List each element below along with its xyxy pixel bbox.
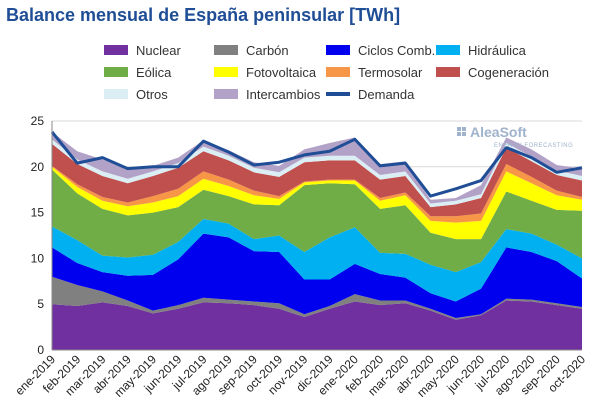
legend-swatch (326, 67, 350, 77)
legend-swatch (104, 67, 128, 77)
chart-title: Balance mensual de España peninsular [TW… (6, 5, 401, 25)
area-hidraulica (52, 219, 582, 302)
area-series (52, 131, 582, 350)
legend-label: Carbón (246, 42, 289, 58)
y-tick-label: 15 (31, 206, 45, 220)
legend-item-cogeneracion: Cogeneración (436, 64, 549, 80)
y-tick-label: 0 (37, 343, 44, 357)
legend-label: Ciclos Comb. (358, 42, 436, 58)
legend-label: Demanda (358, 86, 415, 102)
axes (51, 121, 582, 351)
legend-label: Hidráulica (468, 42, 526, 58)
legend-swatch (436, 67, 460, 77)
area-fotovoltaica (52, 166, 582, 240)
x-tick-labels: ene-2019feb-2019mar-2019abr-2019may-2019… (12, 352, 588, 400)
legend-label: Nuclear (136, 42, 181, 58)
legend-swatch (326, 92, 350, 96)
area-cogeneracion (52, 143, 582, 217)
legend-swatch (104, 45, 128, 55)
legend-item-fotovoltaica: Fotovoltaica (214, 64, 316, 80)
legend-swatch (214, 89, 238, 99)
legend-swatch (326, 45, 350, 55)
legend-label: Otros (136, 86, 168, 102)
legend-item-eolica: Eólica (104, 64, 171, 80)
legend-item-hidraulica: Hidráulica (436, 42, 526, 58)
legend-item-carbon: Carbón (214, 42, 289, 58)
area-ciclos-comb (52, 233, 582, 318)
area-carbon (52, 276, 582, 320)
aleasoft-logo-icon (457, 127, 466, 136)
legend-label: Termosolar (358, 64, 423, 80)
legend-label: Cogeneración (468, 64, 549, 80)
legend-item-otros: Otros (104, 86, 168, 102)
demanda-series-line (50, 131, 583, 198)
y-tick-label: 25 (31, 114, 45, 128)
legend-label: Intercambios (246, 86, 321, 102)
legend-swatch (436, 45, 460, 55)
legend-item-termosolar: Termosolar (326, 64, 422, 80)
demand-line (50, 131, 583, 198)
area-nuclear (52, 300, 582, 350)
y-tick-label: 10 (31, 251, 45, 265)
legend-item-ciclos-comb: Ciclos Comb. (326, 42, 435, 58)
legend-item-demanda: Demanda (326, 86, 414, 102)
legend-swatch (214, 45, 238, 55)
legend-swatch (214, 67, 238, 77)
legend-label: Eólica (136, 64, 172, 80)
y-tick-label: 5 (37, 297, 44, 311)
watermark-tagline: ENERGY FORECASTING (494, 143, 573, 149)
legend-swatch (104, 89, 128, 99)
watermark-logo: AleaSoft ENERGY FORECASTING (457, 124, 573, 149)
area-eolica (52, 169, 582, 273)
y-tick-label: 20 (31, 160, 45, 174)
y-tick-labels: 0 5 10 15 20 25 (31, 114, 45, 357)
area-otros (52, 139, 582, 208)
watermark-brand: AleaSoft (470, 124, 527, 140)
legend-item-intercambios: Intercambios (214, 86, 320, 102)
legend-label: Fotovoltaica (246, 64, 317, 80)
legend-item-nuclear: Nuclear (104, 42, 181, 58)
